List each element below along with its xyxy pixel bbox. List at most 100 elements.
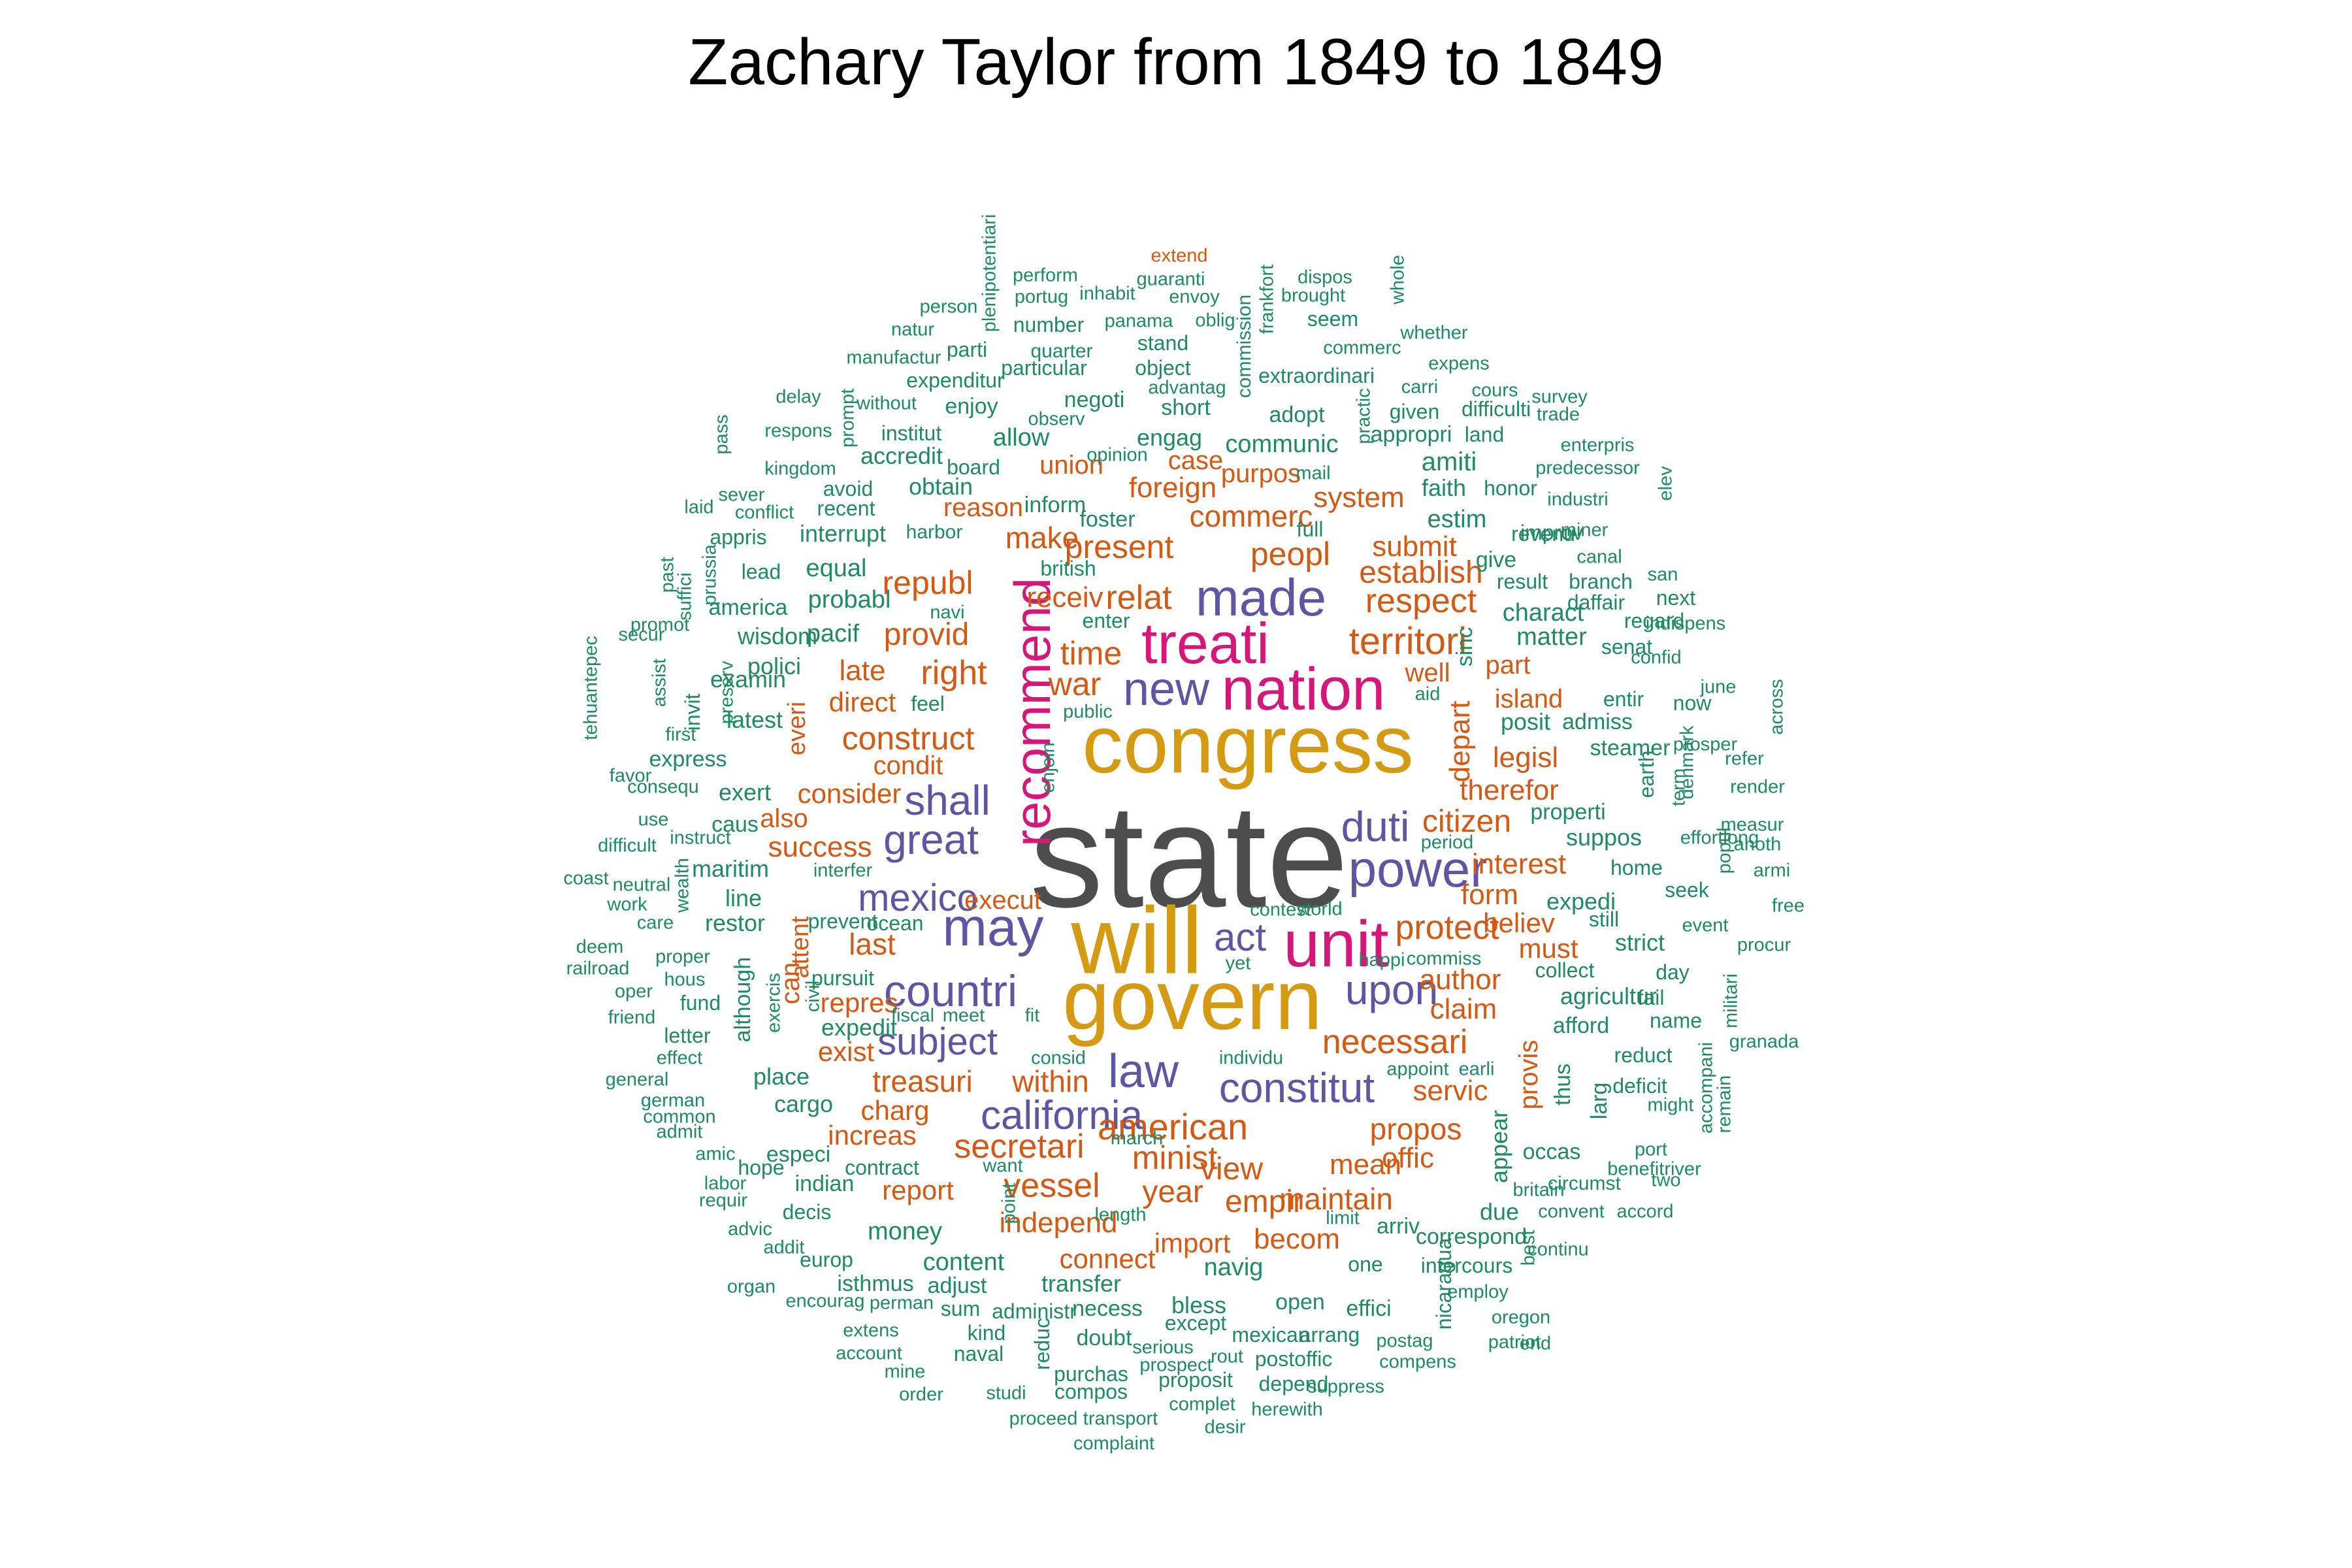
word-isthmus: isthmus — [837, 1271, 914, 1296]
word-interfer: interfer — [813, 860, 873, 881]
word-avoid: avoid — [823, 477, 874, 500]
word-work: work — [607, 894, 647, 915]
word-assist: assist — [649, 658, 670, 708]
word-trade: trade — [1536, 404, 1580, 425]
word-republ: republ — [882, 564, 973, 601]
word-new: new — [1122, 663, 1210, 715]
word-latest: latest — [726, 706, 783, 733]
word-effici: effici — [1346, 1296, 1392, 1321]
word-claim: claim — [1429, 993, 1497, 1025]
word-great: great — [883, 816, 979, 863]
word-constitut: constitut — [1218, 1064, 1375, 1111]
word-difficulti: difficulti — [1461, 397, 1531, 421]
word-mail: mail — [1296, 463, 1331, 484]
word-estim: estim — [1427, 506, 1487, 533]
word-effect: effect — [656, 1047, 703, 1069]
word-fit: fit — [1024, 1005, 1040, 1026]
word-event: event — [1682, 915, 1729, 936]
word-branch: branch — [1569, 570, 1633, 593]
word-oregon: oregon — [1491, 1307, 1551, 1328]
word-bless: bless — [1171, 1292, 1227, 1318]
word-earli: earli — [1458, 1058, 1495, 1080]
word-repres: repres — [820, 987, 898, 1018]
word-sum: sum — [940, 1297, 981, 1320]
word-happi: happi — [1358, 949, 1405, 971]
word-envoy: envoy — [1169, 286, 1220, 308]
word-across: across — [1766, 679, 1788, 735]
word-inform: inform — [1024, 493, 1086, 517]
word-care: care — [636, 912, 674, 934]
word-content: content — [923, 1249, 1005, 1276]
word-day: day — [1656, 960, 1690, 984]
word-consider: consider — [797, 778, 902, 809]
word-recommend: recommend — [1004, 578, 1061, 847]
word-port: port — [1635, 1139, 1667, 1160]
word-necess: necess — [1072, 1296, 1143, 1321]
word-panama: panama — [1104, 310, 1173, 332]
word-faith: faith — [1421, 474, 1467, 501]
word-order: order — [899, 1384, 943, 1405]
word-within: within — [1012, 1064, 1089, 1098]
word-report: report — [882, 1175, 954, 1205]
word-foster: foster — [1079, 507, 1135, 532]
word-industri: industri — [1547, 489, 1609, 510]
word-govern: govern — [1062, 952, 1322, 1047]
word-case: case — [1168, 446, 1224, 475]
word-wealth: wealth — [672, 858, 693, 913]
word-patriot: patriot — [1488, 1331, 1541, 1353]
word-equal: equal — [806, 555, 867, 582]
word-general: general — [605, 1069, 669, 1090]
word-end: end — [1519, 1333, 1552, 1354]
word-will: will — [1071, 887, 1203, 994]
word-except: except — [1164, 1311, 1227, 1335]
word-postag: postag — [1376, 1330, 1433, 1352]
word-intercours: intercours — [1420, 1254, 1513, 1277]
word-restor: restor — [704, 909, 766, 936]
word-san: san — [1647, 564, 1678, 585]
word-deem: deem — [576, 936, 624, 958]
word-number: number — [1013, 313, 1085, 336]
word-plenipotentiari: plenipotentiari — [979, 214, 1000, 333]
word-transport: transport — [1083, 1408, 1158, 1429]
word-naval: naval — [953, 1342, 1004, 1365]
word-studi: studi — [986, 1382, 1026, 1404]
word-labor: labor — [704, 1173, 747, 1194]
word-afford: afford — [1552, 1013, 1610, 1038]
word-tehuantepec: tehuantepec — [580, 636, 602, 740]
word-must: must — [1518, 933, 1578, 964]
word-thus: thus — [1550, 1063, 1575, 1106]
word-union: union — [1039, 451, 1103, 480]
word-armi: armi — [1753, 860, 1791, 881]
word-occas: occas — [1522, 1139, 1581, 1164]
word-kind: kind — [967, 1321, 1006, 1345]
word-last: last — [849, 927, 896, 961]
word-expens: expens — [1428, 353, 1490, 374]
word-whole: whole — [1387, 255, 1409, 304]
word-mexican: mexican — [1232, 1323, 1310, 1347]
word-expenditur: expenditur — [906, 368, 1004, 392]
word-properti: properti — [1530, 800, 1606, 825]
word-probabl: probabl — [808, 586, 891, 613]
word-proposit: proposit — [1158, 1368, 1233, 1392]
word-oper: oper — [614, 981, 653, 1002]
word-nation: nation — [1221, 656, 1386, 723]
word-encourag: encourag — [785, 1290, 865, 1312]
word-sinc: sinc — [1452, 627, 1477, 667]
chart-title: Zachary Taylor from 1849 to 1849 — [688, 25, 1664, 99]
word-peopl: peopl — [1250, 536, 1331, 572]
word-german: german — [640, 1090, 706, 1111]
word-home: home — [1610, 856, 1663, 879]
word-year: year — [1142, 1175, 1203, 1209]
word-reduct: reduct — [1614, 1043, 1673, 1067]
word-accredit: accredit — [860, 442, 943, 469]
word-secretari: secretari — [954, 1128, 1085, 1166]
word-canal: canal — [1576, 546, 1622, 568]
word-relat: relat — [1105, 579, 1172, 617]
word-direct: direct — [828, 687, 896, 717]
word-purpos: purpos — [1220, 459, 1301, 488]
word-aid: aid — [1414, 683, 1441, 705]
word-serious: serious — [1132, 1337, 1194, 1358]
word-march: march — [1110, 1128, 1164, 1149]
word-survey: survey — [1531, 386, 1588, 408]
